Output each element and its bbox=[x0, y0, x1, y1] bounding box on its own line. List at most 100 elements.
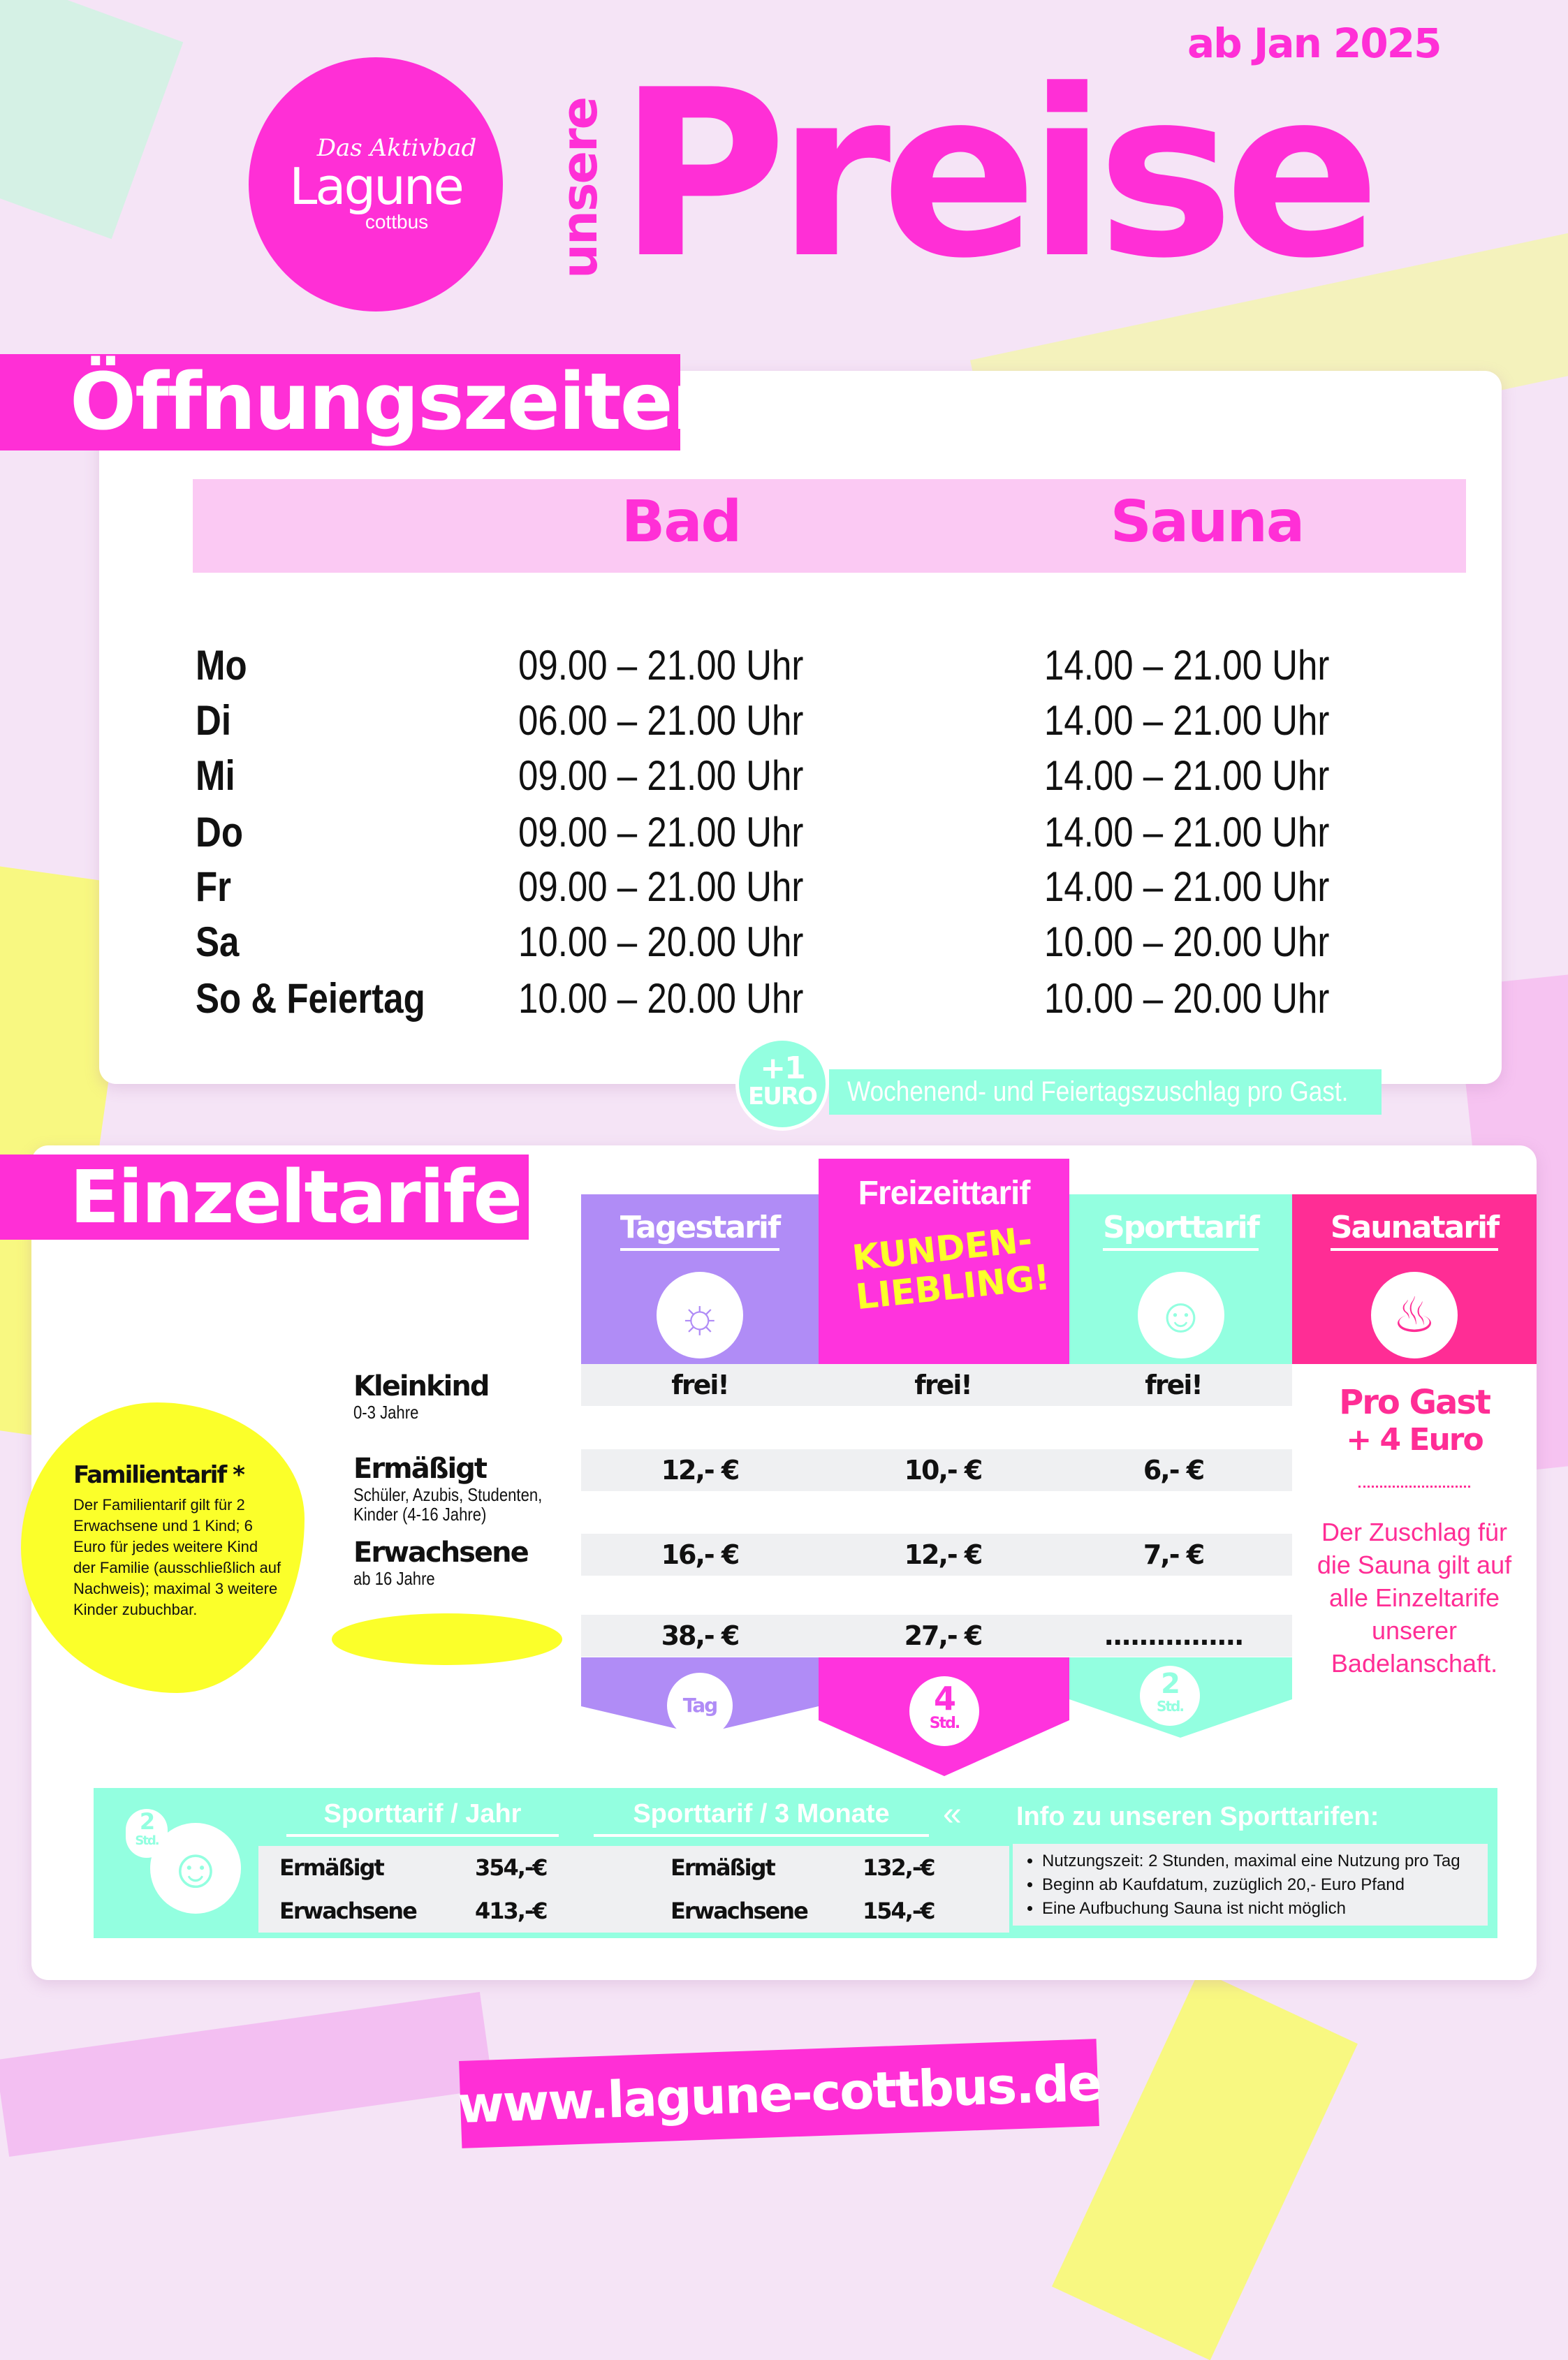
logo: Das Aktivbad Lagune cottbus bbox=[249, 57, 503, 312]
tariff-price: 6,- € bbox=[1143, 1455, 1205, 1486]
sport-info-box: Nutzungszeit: 2 Stunden, maximal eine Nu… bbox=[1013, 1844, 1488, 1926]
sport-badge-unit: Std. bbox=[135, 1833, 159, 1848]
hours-col-bad: Bad bbox=[621, 489, 742, 555]
sport-badge-num: 2 bbox=[139, 1808, 155, 1835]
footer-sport-unit: Std. bbox=[1157, 1698, 1185, 1715]
tariff-price: frei! bbox=[914, 1370, 972, 1400]
hours-sauna: 14.00 – 21.00 Uhr bbox=[1044, 752, 1330, 799]
tariff-price: frei! bbox=[1145, 1370, 1203, 1400]
hours-day: Di bbox=[196, 697, 231, 744]
hours-sauna: 14.00 – 21.00 Uhr bbox=[1044, 642, 1330, 689]
surcharge-strip: Wochenend- und Feiertagszuschlag pro Gas… bbox=[829, 1069, 1382, 1115]
hours-sauna: 14.00 – 21.00 Uhr bbox=[1044, 809, 1330, 856]
sport-row: Erwachsene 154,-€ bbox=[643, 1889, 1009, 1933]
sport-label: Ermäßigt bbox=[279, 1854, 385, 1881]
sun-icon: ☼ bbox=[657, 1272, 743, 1358]
header-pre: unsere bbox=[551, 98, 608, 279]
hours-bad: 09.00 – 21.00 Uhr bbox=[518, 863, 804, 910]
sport-info-title: Info zu unseren Sporttarifen: bbox=[1016, 1802, 1379, 1831]
kundenliebling-badge: KUNDEN-LIEBLING! bbox=[849, 1219, 1052, 1318]
sauna-headline1: Pro Gast bbox=[1339, 1383, 1491, 1422]
tariff-row-sub: Schüler, Azubis, Studenten, Kinder (4-16… bbox=[353, 1484, 543, 1525]
sport-info-item: Eine Aufbuchung Sauna ist nicht möglich bbox=[1042, 1897, 1478, 1921]
tariff-price: 12,- € bbox=[904, 1539, 983, 1570]
sport-label: Erwachsene bbox=[279, 1898, 418, 1924]
hours-bad: 09.00 – 21.00 Uhr bbox=[518, 642, 804, 689]
family-label-blob bbox=[332, 1613, 562, 1665]
hours-sauna: 10.00 – 20.00 Uhr bbox=[1044, 975, 1330, 1022]
col-freizeittarif: Freizeittarif KUNDEN-LIEBLING! bbox=[819, 1159, 1069, 1364]
sport-price: 354,-€ bbox=[475, 1854, 548, 1881]
tariff-price: 27,- € bbox=[904, 1620, 983, 1651]
tariff-row-title: Erwachsene bbox=[353, 1537, 529, 1569]
col-tagestarif-label: Tagestarif bbox=[620, 1210, 781, 1251]
sport-row: Ermäßigt 354,-€ bbox=[258, 1846, 1009, 1889]
logo-name: Lagune bbox=[289, 157, 464, 216]
col-saunatarif-label: Saunatarif bbox=[1330, 1210, 1500, 1251]
hours-sauna: 14.00 – 21.00 Uhr bbox=[1044, 863, 1330, 910]
hours-day: Do bbox=[196, 809, 243, 856]
bg-shape bbox=[1052, 1970, 1358, 2360]
sport-info-item: Nutzungszeit: 2 Stunden, maximal eine Nu… bbox=[1042, 1849, 1478, 1873]
swimmer-icon: ☺ bbox=[1137, 1272, 1224, 1358]
hours-bad: 09.00 – 21.00 Uhr bbox=[518, 809, 804, 856]
website-link[interactable]: www.lagune-cottbus.de bbox=[456, 2039, 1102, 2148]
hours-day: Fr bbox=[196, 863, 231, 910]
surcharge-badge: +1 EURO bbox=[735, 1037, 829, 1131]
tariff-price: 7,- € bbox=[1143, 1539, 1205, 1570]
website-url[interactable]: www.lagune-cottbus.de bbox=[456, 2053, 1102, 2134]
family-note-content: Familientarif * Der Familientarif gilt f… bbox=[73, 1461, 290, 1620]
family-note-title: Familientarif * bbox=[73, 1461, 245, 1489]
footer-tag-label: Tag bbox=[682, 1694, 718, 1717]
surcharge-badge-top: +1 bbox=[760, 1050, 805, 1086]
family-note bbox=[21, 1402, 305, 1693]
col-sporttarif-label: Sporttarif bbox=[1103, 1210, 1260, 1251]
tariff-price: 38,- € bbox=[661, 1620, 740, 1651]
col-freizeittarif-label: Freizeittarif bbox=[858, 1175, 1031, 1212]
tariff-row bbox=[581, 1534, 1292, 1576]
sport-badge: 2 Std. bbox=[126, 1809, 168, 1858]
hours-title: Öffnungszeiten bbox=[0, 354, 727, 450]
col-tagestarif: Tagestarif ☼ bbox=[581, 1194, 819, 1364]
chevron-left-icon: « bbox=[943, 1796, 962, 1833]
footer-freizeit-num: 4 bbox=[933, 1680, 956, 1717]
logo-tagline: Das Aktivbad bbox=[316, 134, 477, 162]
bg-shape bbox=[0, 1991, 494, 2157]
footer-freizeit-badge: 4 Std. bbox=[909, 1676, 979, 1746]
tariff-row-title: Kleinkind bbox=[353, 1370, 490, 1402]
sauna-headline2: + 4 Euro bbox=[1346, 1422, 1483, 1458]
tariff-row bbox=[581, 1615, 1292, 1657]
hours-day: Mi bbox=[196, 752, 235, 799]
page-title: Preise bbox=[618, 41, 1381, 309]
hours-header-bar bbox=[193, 479, 1466, 573]
hours-day: So & Feiertag bbox=[196, 975, 425, 1022]
hours-title-text: Öffnungszeiten bbox=[70, 357, 727, 448]
surcharge-text: Wochenend- und Feiertagszuschlag pro Gas… bbox=[847, 1076, 1349, 1107]
hours-bad: 10.00 – 20.00 Uhr bbox=[518, 975, 804, 1022]
sauna-divider bbox=[1358, 1486, 1470, 1488]
col-sporttarif: Sporttarif ☺ bbox=[1069, 1194, 1292, 1364]
sport-price: 154,-€ bbox=[863, 1898, 935, 1924]
sport-year-title: Sporttarif / Jahr bbox=[286, 1798, 559, 1837]
footer-sport-num: 2 bbox=[1161, 1668, 1180, 1700]
hours-day: Sa bbox=[196, 918, 240, 965]
col-saunatarif: Saunatarif ♨ bbox=[1292, 1194, 1537, 1364]
tariff-row bbox=[581, 1449, 1292, 1491]
sport-row: Erwachsene 413,-€ bbox=[258, 1889, 1009, 1933]
tariff-row-label: Kleinkind 0-3 Jahre bbox=[353, 1370, 605, 1422]
tariff-row-label: Ermäßigt Schüler, Azubis, Studenten, Kind… bbox=[353, 1453, 605, 1524]
tariff-row-label: Erwachsene ab 16 Jahre bbox=[353, 1537, 605, 1588]
tariff-row bbox=[581, 1364, 1292, 1406]
date-label: ab Jan 2025 bbox=[1187, 20, 1442, 67]
tariff-price: 10,- € bbox=[904, 1455, 983, 1486]
sport-price: 132,-€ bbox=[863, 1854, 935, 1881]
logo-city: cottbus bbox=[365, 211, 429, 233]
surcharge-badge-bottom: EURO bbox=[748, 1083, 818, 1111]
tariff-price: 16,- € bbox=[661, 1539, 740, 1570]
sauna-info: Pro Gast + 4 Euro Der Zuschlag für die S… bbox=[1292, 1369, 1537, 1680]
tariff-price: frei! bbox=[671, 1370, 729, 1400]
hours-bad: 06.00 – 21.00 Uhr bbox=[518, 697, 804, 744]
footer-tag-badge: Tag bbox=[667, 1673, 733, 1738]
hours-bad: 10.00 – 20.00 Uhr bbox=[518, 918, 804, 965]
hours-bad: 09.00 – 21.00 Uhr bbox=[518, 752, 804, 799]
